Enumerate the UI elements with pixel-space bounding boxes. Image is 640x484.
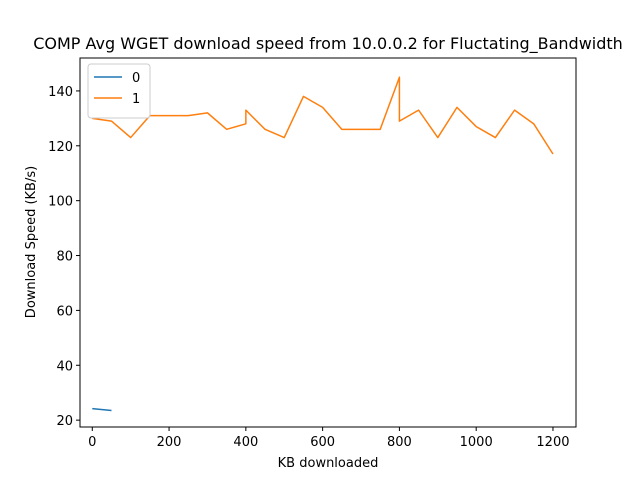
y-tick-label: 20 <box>56 414 73 429</box>
legend: 01 <box>87 63 151 119</box>
x-tick-label: 800 <box>387 435 412 450</box>
y-axis-label: Download Speed (KB/s) <box>24 166 39 318</box>
y-tick-label: 60 <box>56 304 73 319</box>
y-tick-label: 120 <box>48 140 73 155</box>
chart-title: COMP Avg WGET download speed from 10.0.0… <box>33 34 623 54</box>
x-tick-label: 600 <box>310 435 335 450</box>
x-tick-label: 0 <box>88 435 96 450</box>
series-line-0 <box>92 407 112 412</box>
legend-label-0: 0 <box>132 71 140 86</box>
y-tick-label: 80 <box>56 250 73 265</box>
series-layer <box>92 76 554 412</box>
y-tick-label: 100 <box>48 195 73 210</box>
x-tick-label: 1200 <box>536 435 569 450</box>
series-line-1 <box>92 76 554 155</box>
x-tick-label: 1000 <box>460 435 493 450</box>
y-tick-label: 140 <box>48 85 73 100</box>
axes-frame <box>79 57 577 428</box>
x-tick-label: 200 <box>157 435 182 450</box>
x-axis-label: KB downloaded <box>278 456 379 471</box>
legend-label-1: 1 <box>132 92 140 107</box>
legend-box <box>87 63 151 119</box>
axes-layer: 0 200 400 600 800 1000 1200 20 40 60 80 100 120 140 <box>48 57 577 450</box>
x-tick-label: 400 <box>233 435 258 450</box>
y-tick-label: 40 <box>56 359 73 374</box>
